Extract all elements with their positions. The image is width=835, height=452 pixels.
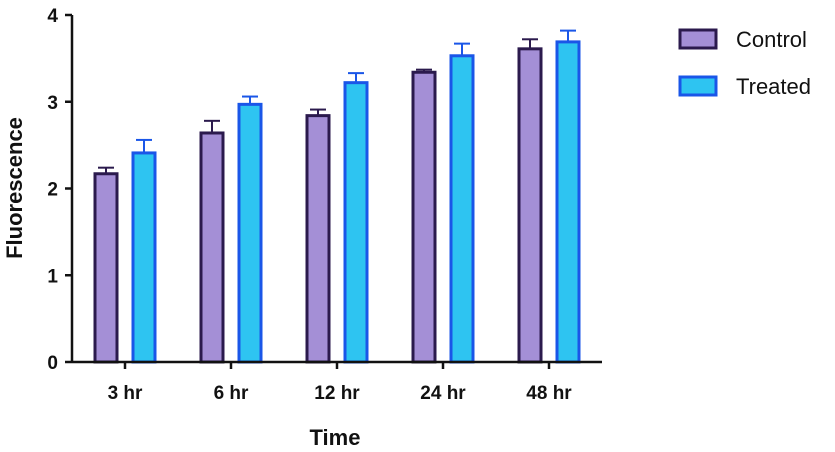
y-axis-title: Fluorescence	[2, 117, 27, 259]
legend-swatch-control	[678, 28, 718, 50]
bar-treated-24hr	[449, 54, 475, 364]
chart-marks	[93, 29, 581, 364]
y-tick-label: 0	[47, 353, 58, 374]
legend-label-control: Control	[736, 27, 807, 52]
bar-control-24hr	[411, 70, 437, 364]
bar-treated-12hr	[343, 81, 369, 364]
y-tick-label: 3	[47, 93, 58, 114]
bar-control-48hr	[517, 47, 543, 364]
x-axis-title: Time	[310, 425, 361, 450]
legend-swatch-treated	[678, 75, 718, 97]
chart-axes: 3 hr 6 hr 12 hr 24 hr 48 hr 0 1 2 3 4	[47, 6, 602, 404]
bar-control-12hr	[305, 114, 331, 364]
bar-treated-3hr	[131, 151, 157, 364]
x-tick-label: 48 hr	[526, 383, 572, 404]
bar-control-3hr	[93, 172, 119, 364]
y-tick-label: 1	[47, 266, 58, 287]
y-tick-label: 2	[47, 180, 58, 201]
bar-treated-48hr	[555, 40, 581, 364]
x-tick-label: 12 hr	[314, 383, 360, 404]
legend: Control Treated	[678, 27, 811, 99]
x-tick-label: 6 hr	[214, 383, 249, 404]
bar-treated-6hr	[237, 102, 263, 364]
x-tick-label: 24 hr	[420, 383, 466, 404]
legend-label-treated: Treated	[736, 74, 811, 99]
x-tick-label: 3 hr	[108, 383, 143, 404]
y-tick-label: 4	[47, 6, 58, 27]
bar-control-6hr	[199, 131, 225, 364]
